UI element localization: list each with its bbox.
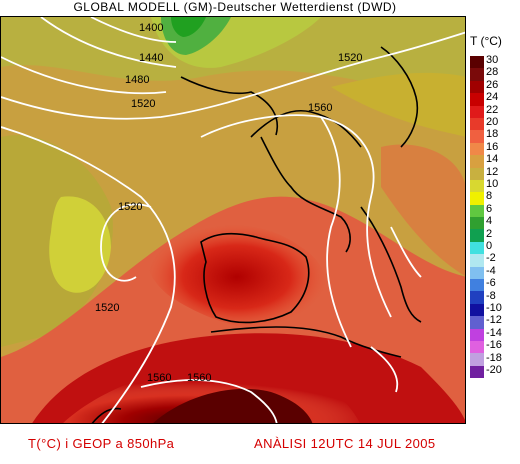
legend-swatch bbox=[470, 266, 484, 280]
legend-swatch bbox=[470, 179, 484, 193]
contour-label-1560-a: 1560 bbox=[308, 102, 332, 114]
legend-tick-label: -8 bbox=[486, 289, 496, 302]
legend-tick-label: 28 bbox=[486, 66, 499, 79]
legend-swatch bbox=[470, 105, 484, 118]
contour-label-1440: 1440 bbox=[139, 52, 163, 64]
legend-tick-label: -4 bbox=[486, 264, 496, 277]
contour-label-1480: 1480 bbox=[125, 74, 149, 86]
legend-tick-label: 12 bbox=[486, 165, 499, 178]
map-title: GLOBAL MODELL (GM)-Deutscher Wetterdiens… bbox=[73, 0, 397, 14]
legend-swatch bbox=[470, 241, 484, 255]
contour-label-1400: 1400 bbox=[139, 22, 163, 34]
legend-tick-label: 6 bbox=[486, 202, 493, 215]
contour-label-1520-c: 1520 bbox=[118, 201, 142, 213]
temperature-map: 1400 1440 1480 1520 1520 1520 1520 1560 … bbox=[0, 16, 466, 424]
legend-swatch bbox=[470, 291, 484, 304]
legend-tick-label: -2 bbox=[486, 252, 496, 265]
map-canvas: 1400 1440 1480 1520 1520 1520 1520 1560 … bbox=[1, 17, 465, 423]
legend-swatch bbox=[470, 93, 484, 106]
legend-tick-label: 10 bbox=[486, 178, 499, 190]
footer-analysis-time: ANÀLISI 12UTC 14 JUL 2005 bbox=[254, 436, 436, 451]
legend-tick-label: 20 bbox=[486, 116, 499, 128]
legend-swatch bbox=[470, 155, 484, 168]
legend-swatch bbox=[470, 217, 484, 230]
legend-tick-label: -10 bbox=[486, 302, 502, 314]
legend-tick-label: -6 bbox=[486, 277, 496, 290]
contour-label-1520-a: 1520 bbox=[131, 98, 155, 110]
geopotential-contours bbox=[1, 17, 465, 423]
legend-swatch bbox=[470, 80, 484, 94]
legend-tick-label: 22 bbox=[486, 103, 499, 116]
contour-label-1560-c: 1560 bbox=[187, 372, 211, 384]
legend-color-scale bbox=[470, 56, 484, 379]
legend-swatch bbox=[470, 130, 484, 143]
legend-tick-label: 30 bbox=[486, 54, 499, 66]
legend-swatch bbox=[470, 204, 484, 218]
legend-swatch bbox=[470, 192, 484, 205]
legend-swatch bbox=[470, 279, 484, 292]
legend-tick-label: 8 bbox=[486, 190, 493, 203]
coastlines bbox=[91, 46, 422, 423]
legend-tick-label: -16 bbox=[486, 339, 502, 352]
legend-tick-label: -20 bbox=[486, 364, 502, 376]
legend-tick-label: 2 bbox=[486, 227, 493, 240]
legend-tick-label: -18 bbox=[486, 351, 502, 364]
legend-swatch bbox=[470, 353, 484, 366]
legend-tick-label: -12 bbox=[486, 314, 502, 327]
contour-label-1520-b: 1520 bbox=[338, 52, 362, 64]
legend-tick-label: 18 bbox=[486, 128, 499, 141]
legend-swatch bbox=[470, 68, 484, 81]
legend-swatch bbox=[470, 254, 484, 267]
legend-swatch bbox=[470, 142, 484, 156]
contour-label-1560-b: 1560 bbox=[147, 372, 171, 384]
legend-swatch bbox=[470, 365, 484, 379]
legend-swatch bbox=[470, 117, 484, 131]
legend-tick-label: 24 bbox=[486, 91, 499, 104]
legend-tick-label: -14 bbox=[486, 326, 502, 339]
legend-swatch bbox=[470, 303, 484, 317]
legend-swatch bbox=[470, 167, 484, 180]
legend-tick-label: 14 bbox=[486, 153, 499, 166]
legend-tick-label: 4 bbox=[486, 215, 493, 228]
contour-label-1520-d: 1520 bbox=[95, 302, 119, 314]
legend-swatch bbox=[470, 328, 484, 341]
legend-swatch bbox=[470, 56, 484, 69]
legend-tick-label: 26 bbox=[486, 78, 499, 91]
legend-tick-label: 0 bbox=[486, 240, 493, 252]
legend-swatch bbox=[470, 340, 484, 354]
legend-tick-label: 16 bbox=[486, 140, 499, 153]
legend-title: T (°C) bbox=[470, 34, 502, 48]
legend-swatch bbox=[470, 229, 484, 242]
footer-variable-label: T(°C) i GEOP a 850hPa bbox=[28, 436, 175, 451]
legend-swatch bbox=[470, 316, 484, 329]
